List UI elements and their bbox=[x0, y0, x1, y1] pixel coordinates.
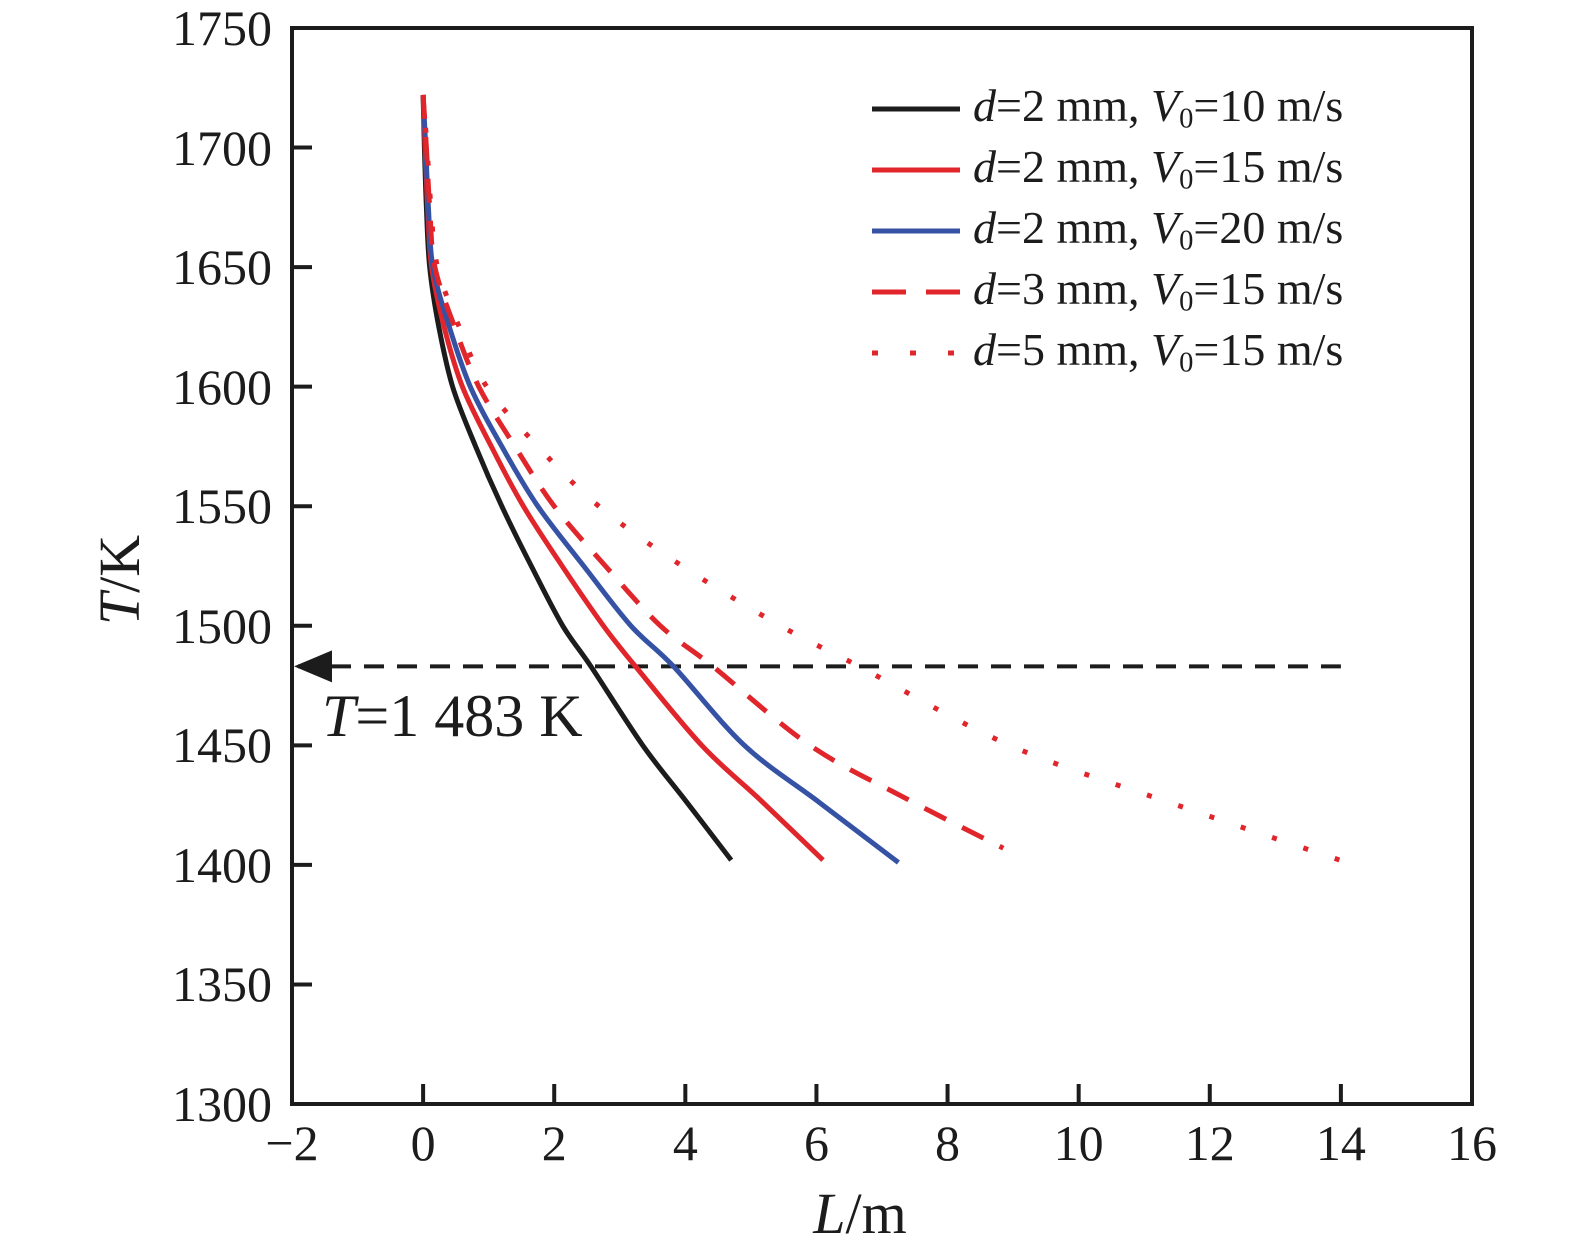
legend: d=2 mm, V0=10 m/s d=2 mm, V0=15 m/s d=2 mm… bbox=[872, 78, 1343, 383]
y-axis-label: T/K bbox=[87, 535, 152, 625]
legend-row-3: d=3 mm, V0=15 m/s bbox=[872, 261, 1343, 322]
legend-label: d=3 mm, V0=15 m/s bbox=[973, 263, 1344, 318]
legend-marker-dotted-icon bbox=[872, 350, 960, 355]
y-tick-label: 1700 bbox=[172, 119, 272, 176]
x-tick-label: 8 bbox=[935, 1115, 961, 1171]
annotation-arrow-icon bbox=[294, 650, 332, 683]
y-axis-unit: /K bbox=[87, 534, 152, 593]
x-tick-label: 0 bbox=[410, 1115, 436, 1171]
x-tick-label: 6 bbox=[803, 1115, 829, 1171]
x-tick-label: 10 bbox=[1053, 1115, 1104, 1171]
x-tick-label: −2 bbox=[265, 1115, 319, 1171]
y-tick-label: 1500 bbox=[172, 597, 272, 654]
legend-marker-solid-icon bbox=[872, 167, 960, 172]
y-tick-label: 1550 bbox=[172, 478, 272, 535]
legend-label: d=2 mm, V0=10 m/s bbox=[973, 80, 1344, 135]
y-tick-label: 1350 bbox=[172, 956, 272, 1013]
x-tick-label: 4 bbox=[672, 1115, 698, 1171]
annotation-symbol: T bbox=[322, 683, 356, 749]
x-axis-symbol: L bbox=[813, 1181, 846, 1246]
legend-row-0: d=2 mm, V0=10 m/s bbox=[872, 78, 1343, 139]
legend-marker-solid-icon bbox=[872, 106, 960, 111]
series-curve-3 bbox=[420, 94, 1005, 851]
x-axis-label: L/m bbox=[813, 1185, 907, 1243]
y-tick-label: 1650 bbox=[172, 239, 272, 296]
plot-border bbox=[290, 26, 1474, 1106]
x-tick-label: 16 bbox=[1447, 1115, 1497, 1171]
y-tick-label: 1600 bbox=[172, 358, 272, 415]
y-axis-symbol: T bbox=[87, 592, 152, 626]
annotation-label: T=1 483 K bbox=[322, 686, 583, 746]
x-tick-label: 12 bbox=[1184, 1115, 1235, 1171]
y-tick-label: 1450 bbox=[172, 717, 272, 774]
legend-label: d=5 mm, V0=15 m/s bbox=[973, 324, 1344, 379]
legend-label: d=2 mm, V0=15 m/s bbox=[973, 141, 1344, 196]
legend-row-4: d=5 mm, V0=15 m/s bbox=[872, 322, 1343, 383]
legend-row-2: d=2 mm, V0=20 m/s bbox=[872, 200, 1343, 261]
legend-label: d=2 mm, V0=20 m/s bbox=[973, 202, 1344, 257]
legend-marker-dashed-icon bbox=[872, 289, 960, 294]
x-tick-label: 14 bbox=[1315, 1115, 1366, 1171]
x-tick-label: 2 bbox=[541, 1115, 567, 1171]
legend-row-1: d=2 mm, V0=15 m/s bbox=[872, 139, 1343, 200]
y-tick-label: 1400 bbox=[172, 836, 272, 893]
annotation-text: =1 483 K bbox=[355, 683, 583, 749]
y-tick-label: 1750 bbox=[172, 0, 272, 56]
y-tick-label: 1300 bbox=[172, 1076, 272, 1132]
x-axis-unit: /m bbox=[845, 1181, 907, 1246]
legend-marker-solid-icon bbox=[872, 228, 960, 233]
